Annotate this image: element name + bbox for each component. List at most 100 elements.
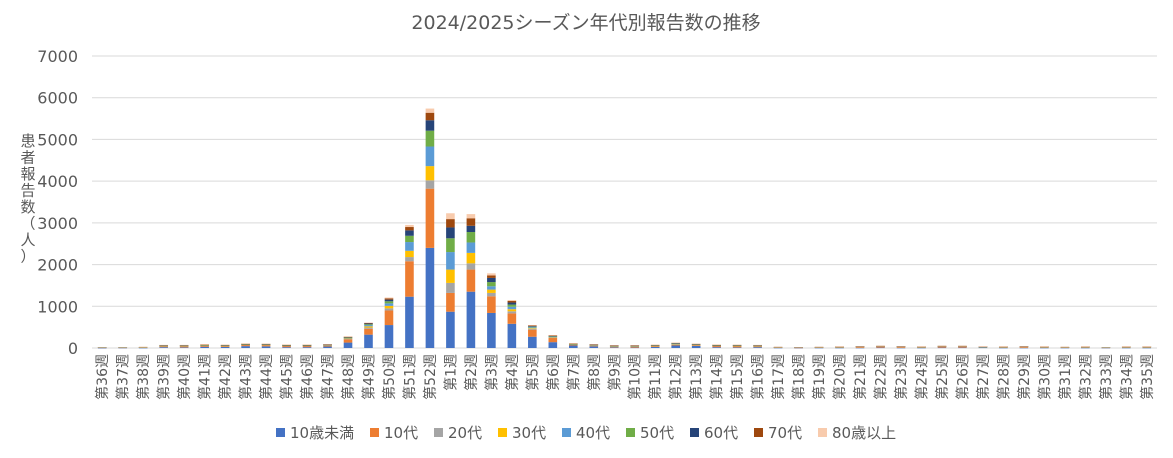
bar-segment: [671, 343, 681, 345]
x-tick-label: 第52週: [422, 354, 439, 400]
bar-segment: [1040, 346, 1049, 348]
bar-segment: [466, 218, 476, 226]
bar-segment: [753, 344, 762, 346]
x-tick-label: 第47週: [320, 354, 337, 400]
y-axis-label-char: 患: [20, 132, 35, 150]
x-tick-label: 第8週: [586, 354, 603, 391]
legend: 10歳未満 10代 20代 30代 40代 50代 60代 70代 80歳以上: [276, 424, 896, 442]
bar-segment: [958, 345, 967, 347]
bar-segment: [1121, 347, 1131, 349]
bar-segment: [364, 328, 373, 335]
x-tick-label: 第12週: [668, 354, 685, 400]
bar-segment: [425, 247, 435, 348]
bar-segment: [589, 344, 599, 345]
bar-segment: [261, 345, 271, 347]
bar-segment: [1040, 346, 1049, 347]
bar-segment: [917, 346, 926, 348]
legend-swatch: [562, 428, 571, 437]
bar-segment: [343, 337, 353, 339]
x-tick-label: 第37週: [115, 354, 132, 400]
x-tick-label: 第43週: [238, 354, 255, 400]
bar-segment: [323, 345, 332, 347]
x-tick-label: 第33週: [1098, 354, 1115, 400]
bar-segment: [650, 344, 660, 346]
bar-segment: [159, 347, 168, 348]
bar-segment: [343, 339, 353, 343]
bar-segment: [425, 120, 435, 131]
bar-segment: [364, 327, 373, 329]
bar-segment: [876, 347, 885, 349]
bar-segment: [446, 252, 455, 270]
bar-segment: [732, 346, 742, 348]
bar-segment: [548, 337, 558, 338]
legend-label: 20代: [448, 424, 482, 442]
bar-segment: [1060, 347, 1070, 349]
bar-segment: [343, 342, 353, 348]
bar-segment: [568, 345, 578, 348]
bar-segment: [405, 261, 414, 297]
bar-segment: [958, 346, 967, 348]
bar-segment: [1081, 347, 1090, 349]
bar-segment: [323, 346, 332, 348]
bar-segment: [937, 346, 947, 348]
bar-segment: [732, 347, 742, 348]
bar-segment: [999, 346, 1008, 348]
bar-segment: [446, 219, 455, 228]
y-axis-label-char: ）: [20, 248, 35, 266]
bar-segment: [343, 337, 353, 338]
bar-segment: [364, 323, 373, 325]
bar-segment: [548, 335, 558, 336]
bar-segment: [876, 346, 885, 348]
bar-segment: [487, 289, 496, 293]
x-tick-label: 第14週: [709, 354, 726, 400]
bar-segment: [917, 347, 926, 349]
bar-segment: [548, 335, 558, 336]
bar-segment: [405, 257, 414, 262]
bar-segment: [814, 346, 824, 348]
x-tick-label: 第13週: [688, 354, 705, 400]
bar-segment: [384, 303, 394, 306]
bar-segment: [507, 302, 517, 305]
bar-segment: [466, 263, 476, 270]
bar-segment: [1142, 346, 1152, 347]
bar-segment: [671, 344, 681, 345]
bar-segment: [343, 336, 353, 338]
x-tick-label: 第15週: [729, 354, 746, 400]
y-axis-label-char: （: [20, 215, 35, 233]
y-axis-label-char: 者: [20, 149, 35, 167]
bar-segment: [855, 347, 865, 349]
bar-segment: [528, 329, 537, 337]
bar-segment: [507, 304, 517, 307]
bar-segment: [487, 312, 496, 348]
bar-segment: [794, 347, 803, 348]
bar-segment: [487, 282, 496, 287]
x-tick-label: 第2週: [463, 354, 480, 391]
bar-segment: [261, 343, 271, 345]
bar-segment: [282, 344, 291, 345]
bar-segment: [630, 347, 640, 349]
bar-segment: [630, 346, 640, 348]
bar-segment: [1019, 346, 1029, 347]
gridlines: [92, 55, 1157, 349]
bar-segment: [835, 346, 844, 348]
x-tick-label: 第45週: [279, 354, 296, 400]
bar-segment: [855, 346, 865, 348]
bar-segment: [609, 346, 619, 348]
bar-segment: [691, 343, 701, 345]
x-tick-label: 第48週: [340, 354, 357, 400]
bar-segment: [548, 342, 558, 348]
bar-segment: [630, 345, 640, 346]
legend-label: 60代: [704, 424, 738, 442]
bar-segment: [1101, 346, 1111, 348]
y-tick-label: 4000: [37, 172, 78, 191]
x-tick-label: 第35週: [1139, 354, 1156, 400]
bar-segment: [384, 297, 394, 299]
bar-segment: [364, 322, 373, 324]
bar-segment: [364, 324, 373, 326]
bar-segment: [364, 325, 373, 327]
legend-swatch: [690, 428, 699, 437]
bar-segment: [835, 346, 844, 347]
bar-segment: [589, 345, 599, 347]
bar-segment: [1019, 347, 1029, 349]
